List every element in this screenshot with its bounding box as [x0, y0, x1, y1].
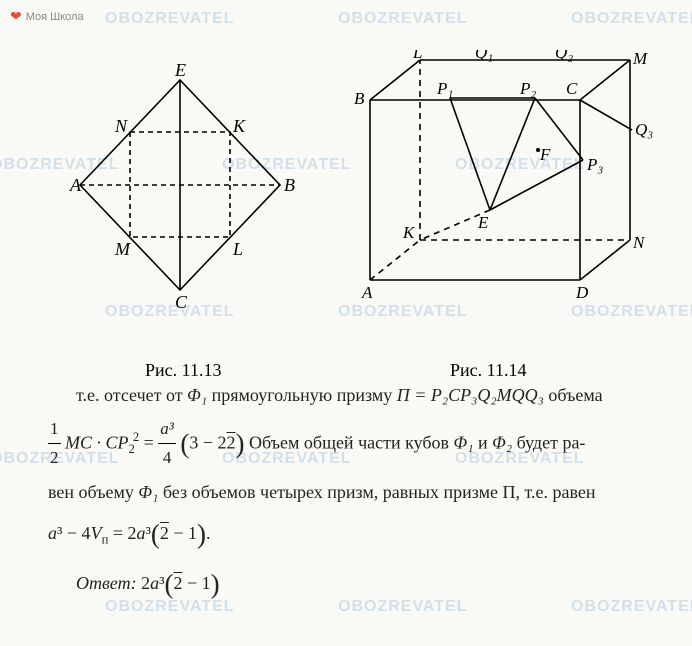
figure-11-13: A B C E N K M L [60, 60, 300, 310]
watermark: OBOZREVATEL [571, 10, 692, 28]
watermark: OBOZREVATEL [338, 10, 468, 28]
svg-text:Q₂: Q₂ [555, 50, 573, 62]
site-header: ❤ Моя Школа [10, 8, 84, 25]
watermark: OBOZREVATEL [105, 10, 235, 28]
svg-text:C: C [566, 79, 578, 98]
svg-text:Q₃: Q₃ [635, 120, 653, 139]
svg-text:B: B [284, 175, 295, 195]
svg-text:A: A [361, 283, 373, 302]
answer-line: Ответ: 2a³(2 − 1) [48, 562, 648, 608]
heart-icon: ❤ [10, 8, 22, 25]
svg-text:D: D [575, 283, 589, 302]
figure-11-14: L Q₁ Q₂ M B P₁ P₂ C Q₃ F P₃ E K N A D [340, 50, 660, 330]
site-name: Моя Школа [26, 11, 84, 23]
svg-text:M: M [114, 239, 131, 259]
svg-text:A: A [69, 175, 82, 195]
svg-text:E: E [174, 60, 186, 80]
svg-text:N: N [114, 116, 128, 136]
line3: вен объему Φ₁ без объемов четырех призм,… [48, 477, 648, 508]
svg-text:K: K [402, 223, 416, 242]
figure-caption-left: Рис. 11.13 [145, 360, 221, 381]
svg-text:L: L [412, 50, 422, 62]
svg-text:Q₁: Q₁ [475, 50, 493, 62]
svg-text:P₂: P₂ [519, 79, 536, 98]
svg-text:C: C [175, 292, 188, 310]
diagrams-container: A B C E N K M L [0, 40, 692, 360]
figure-caption-right: Рис. 11.14 [450, 360, 526, 381]
line1: т.е. отсечет от Φ₁ прямоугольную призму … [48, 380, 648, 411]
svg-text:B: B [354, 89, 365, 108]
line2: 12 MC · CP22 = a³4 (3 − 22) Объем общей … [48, 415, 648, 474]
svg-text:E: E [477, 213, 489, 232]
svg-text:L: L [232, 239, 243, 259]
svg-text:K: K [232, 116, 246, 136]
svg-text:M: M [632, 50, 648, 68]
solution-text: т.е. отсечет от Φ₁ прямоугольную призму … [48, 380, 648, 612]
svg-text:P₁: P₁ [436, 79, 453, 98]
line4: a³ − 4Vп = 2a³(2 − 1). [48, 512, 648, 558]
svg-text:F: F [539, 145, 551, 164]
svg-text:P₃: P₃ [586, 155, 603, 174]
svg-text:N: N [632, 233, 646, 252]
